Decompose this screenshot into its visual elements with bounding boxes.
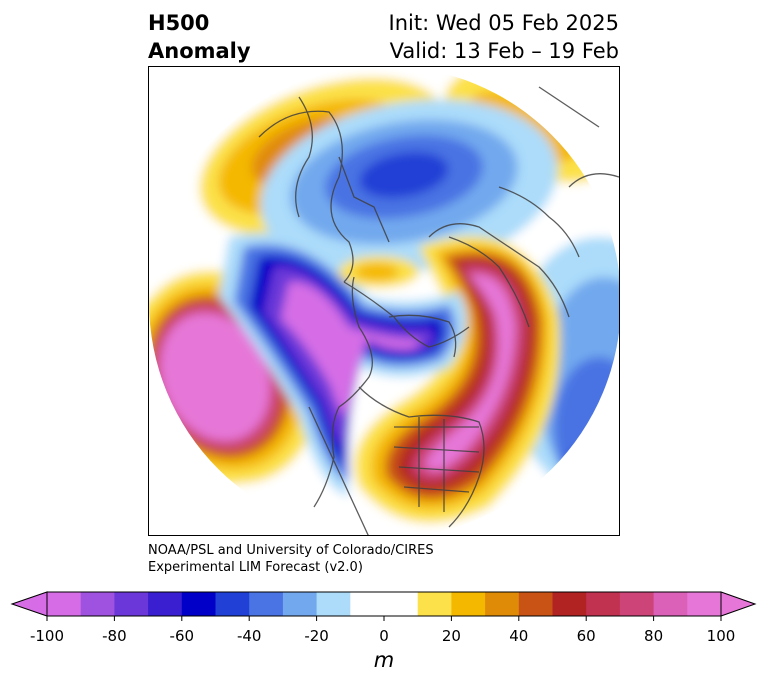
credit-line2: Experimental LIM Forecast (v2.0) bbox=[148, 560, 363, 575]
colorbar-cell bbox=[148, 592, 183, 616]
credit-text: NOAA/PSL and University of Colorado/CIRE… bbox=[148, 542, 434, 576]
colorbar-cell bbox=[552, 592, 587, 616]
map-title-left: H500 Anomaly bbox=[148, 9, 251, 65]
colorbar-tick-label: 100 bbox=[706, 627, 736, 645]
colorbar-tick-label: -100 bbox=[29, 627, 65, 645]
colorbar-tick-label: -80 bbox=[102, 627, 127, 645]
trough-central bbox=[219, 233, 467, 497]
colorbar-under-arrow bbox=[10, 591, 48, 617]
colorbar-tick-label: 0 bbox=[379, 627, 389, 645]
map-title-right: Init: Wed 05 Feb 2025 Valid: 13 Feb – 19… bbox=[389, 9, 619, 65]
colorbar-cell bbox=[586, 592, 621, 616]
colorbar-cell bbox=[619, 592, 655, 616]
colorbar-tick-label: 20 bbox=[441, 627, 461, 645]
title-field: Anomaly bbox=[148, 39, 251, 63]
colorbar-tick-label: 80 bbox=[644, 627, 664, 645]
colorbar-cell bbox=[451, 592, 486, 616]
colorbar-ticks bbox=[46, 616, 722, 621]
colorbar bbox=[10, 591, 757, 621]
anomaly-map-svg bbox=[149, 67, 619, 535]
colorbar-tick-label: -20 bbox=[304, 627, 329, 645]
polar-map bbox=[148, 66, 620, 536]
ridge-central-east bbox=[354, 236, 561, 524]
colorbar-tick-label: 60 bbox=[576, 627, 596, 645]
ridge-small bbox=[339, 256, 419, 288]
colorbar-tick-label: 40 bbox=[509, 627, 529, 645]
colorbar-cells bbox=[47, 592, 722, 616]
trough-arctic bbox=[260, 99, 558, 275]
colorbar-cell bbox=[350, 592, 419, 616]
colorbar-cell bbox=[485, 592, 520, 616]
colorbar-cell bbox=[215, 592, 250, 616]
colorbar-cell bbox=[518, 592, 553, 616]
colorbar-over-arrow bbox=[720, 591, 757, 617]
colorbar-tick-labels: -100 -80 -60 -40 -20 0 20 40 60 80 100 bbox=[0, 627, 768, 647]
valid-range: Valid: 13 Feb – 19 Feb bbox=[389, 39, 619, 63]
init-date: Init: Wed 05 Feb 2025 bbox=[388, 11, 619, 35]
colorbar-units: m bbox=[373, 648, 395, 672]
colorbar-cell bbox=[653, 592, 688, 616]
colorbar-cell bbox=[80, 592, 115, 616]
colorbar-tick-label: -40 bbox=[236, 627, 262, 645]
colorbar-cell bbox=[114, 592, 149, 616]
colorbar-cell bbox=[181, 592, 216, 616]
colorbar-cell bbox=[282, 592, 318, 616]
colorbar-cell bbox=[316, 592, 351, 616]
coastlines bbox=[258, 86, 619, 535]
colorbar-tick-label: -60 bbox=[169, 627, 195, 645]
colorbar-cell bbox=[417, 592, 452, 616]
colorbar-cell bbox=[249, 592, 284, 616]
title-variable: H500 bbox=[148, 11, 210, 35]
credit-line1: NOAA/PSL and University of Colorado/CIRE… bbox=[148, 543, 434, 558]
colorbar-cell bbox=[687, 592, 722, 616]
colorbar-cell bbox=[47, 592, 82, 616]
